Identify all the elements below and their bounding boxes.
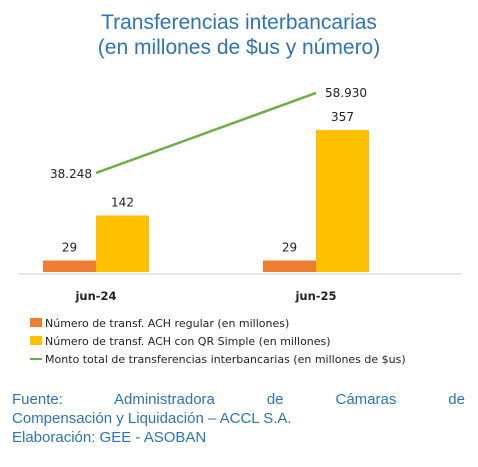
x-tick-jun-25: jun-25 [294, 289, 336, 303]
line-series-1 [95, 91, 317, 175]
source-line-3: Elaboración: GEE - ASOBAN [12, 429, 207, 446]
data-label-line-jun-25: 58.930 [325, 86, 367, 100]
x-tick-jun-24: jun-24 [74, 289, 116, 303]
data-label-bar-2-jun-24: 142 [111, 196, 134, 210]
chart-title-line1: Transferencias interbancarias [101, 11, 377, 34]
legend-label-2: Número de transf. ACH con QR Simple (en … [45, 335, 331, 348]
legend-swatch-1 [30, 318, 42, 327]
legend-label-1: Número de transf. ACH regular (en millon… [45, 317, 289, 330]
source-line-2: Compensación y Liquidación – ACCL S.A. [12, 410, 292, 427]
bar-1-jun-24 [43, 260, 96, 272]
source-note: Fuente: Administradora de Cámaras de Com… [12, 390, 465, 447]
data-label-line-jun-24: 38.248 [50, 167, 92, 181]
chart-title: Transferencias interbancarias (en millon… [0, 10, 478, 60]
data-label-bar-1-jun-25: 29 [282, 240, 297, 254]
legend-label-3: Monto total de transferencias interbanca… [45, 353, 406, 366]
chart-title-line2: (en millones de $us y número) [97, 36, 381, 59]
bar-1-jun-25 [263, 260, 316, 272]
bar-2-jun-24 [96, 215, 149, 272]
bar-2-jun-25 [316, 130, 369, 272]
data-label-bar-2-jun-25: 357 [331, 110, 354, 124]
source-line-1: Fuente: Administradora de Cámaras de [12, 391, 465, 408]
chart-area: 29 142 29 357 38.248 58.930 jun-24 jun-25 Núme… [18, 86, 462, 366]
data-label-bar-1-jun-24: 29 [62, 240, 77, 254]
legend-swatch-2 [30, 336, 42, 345]
